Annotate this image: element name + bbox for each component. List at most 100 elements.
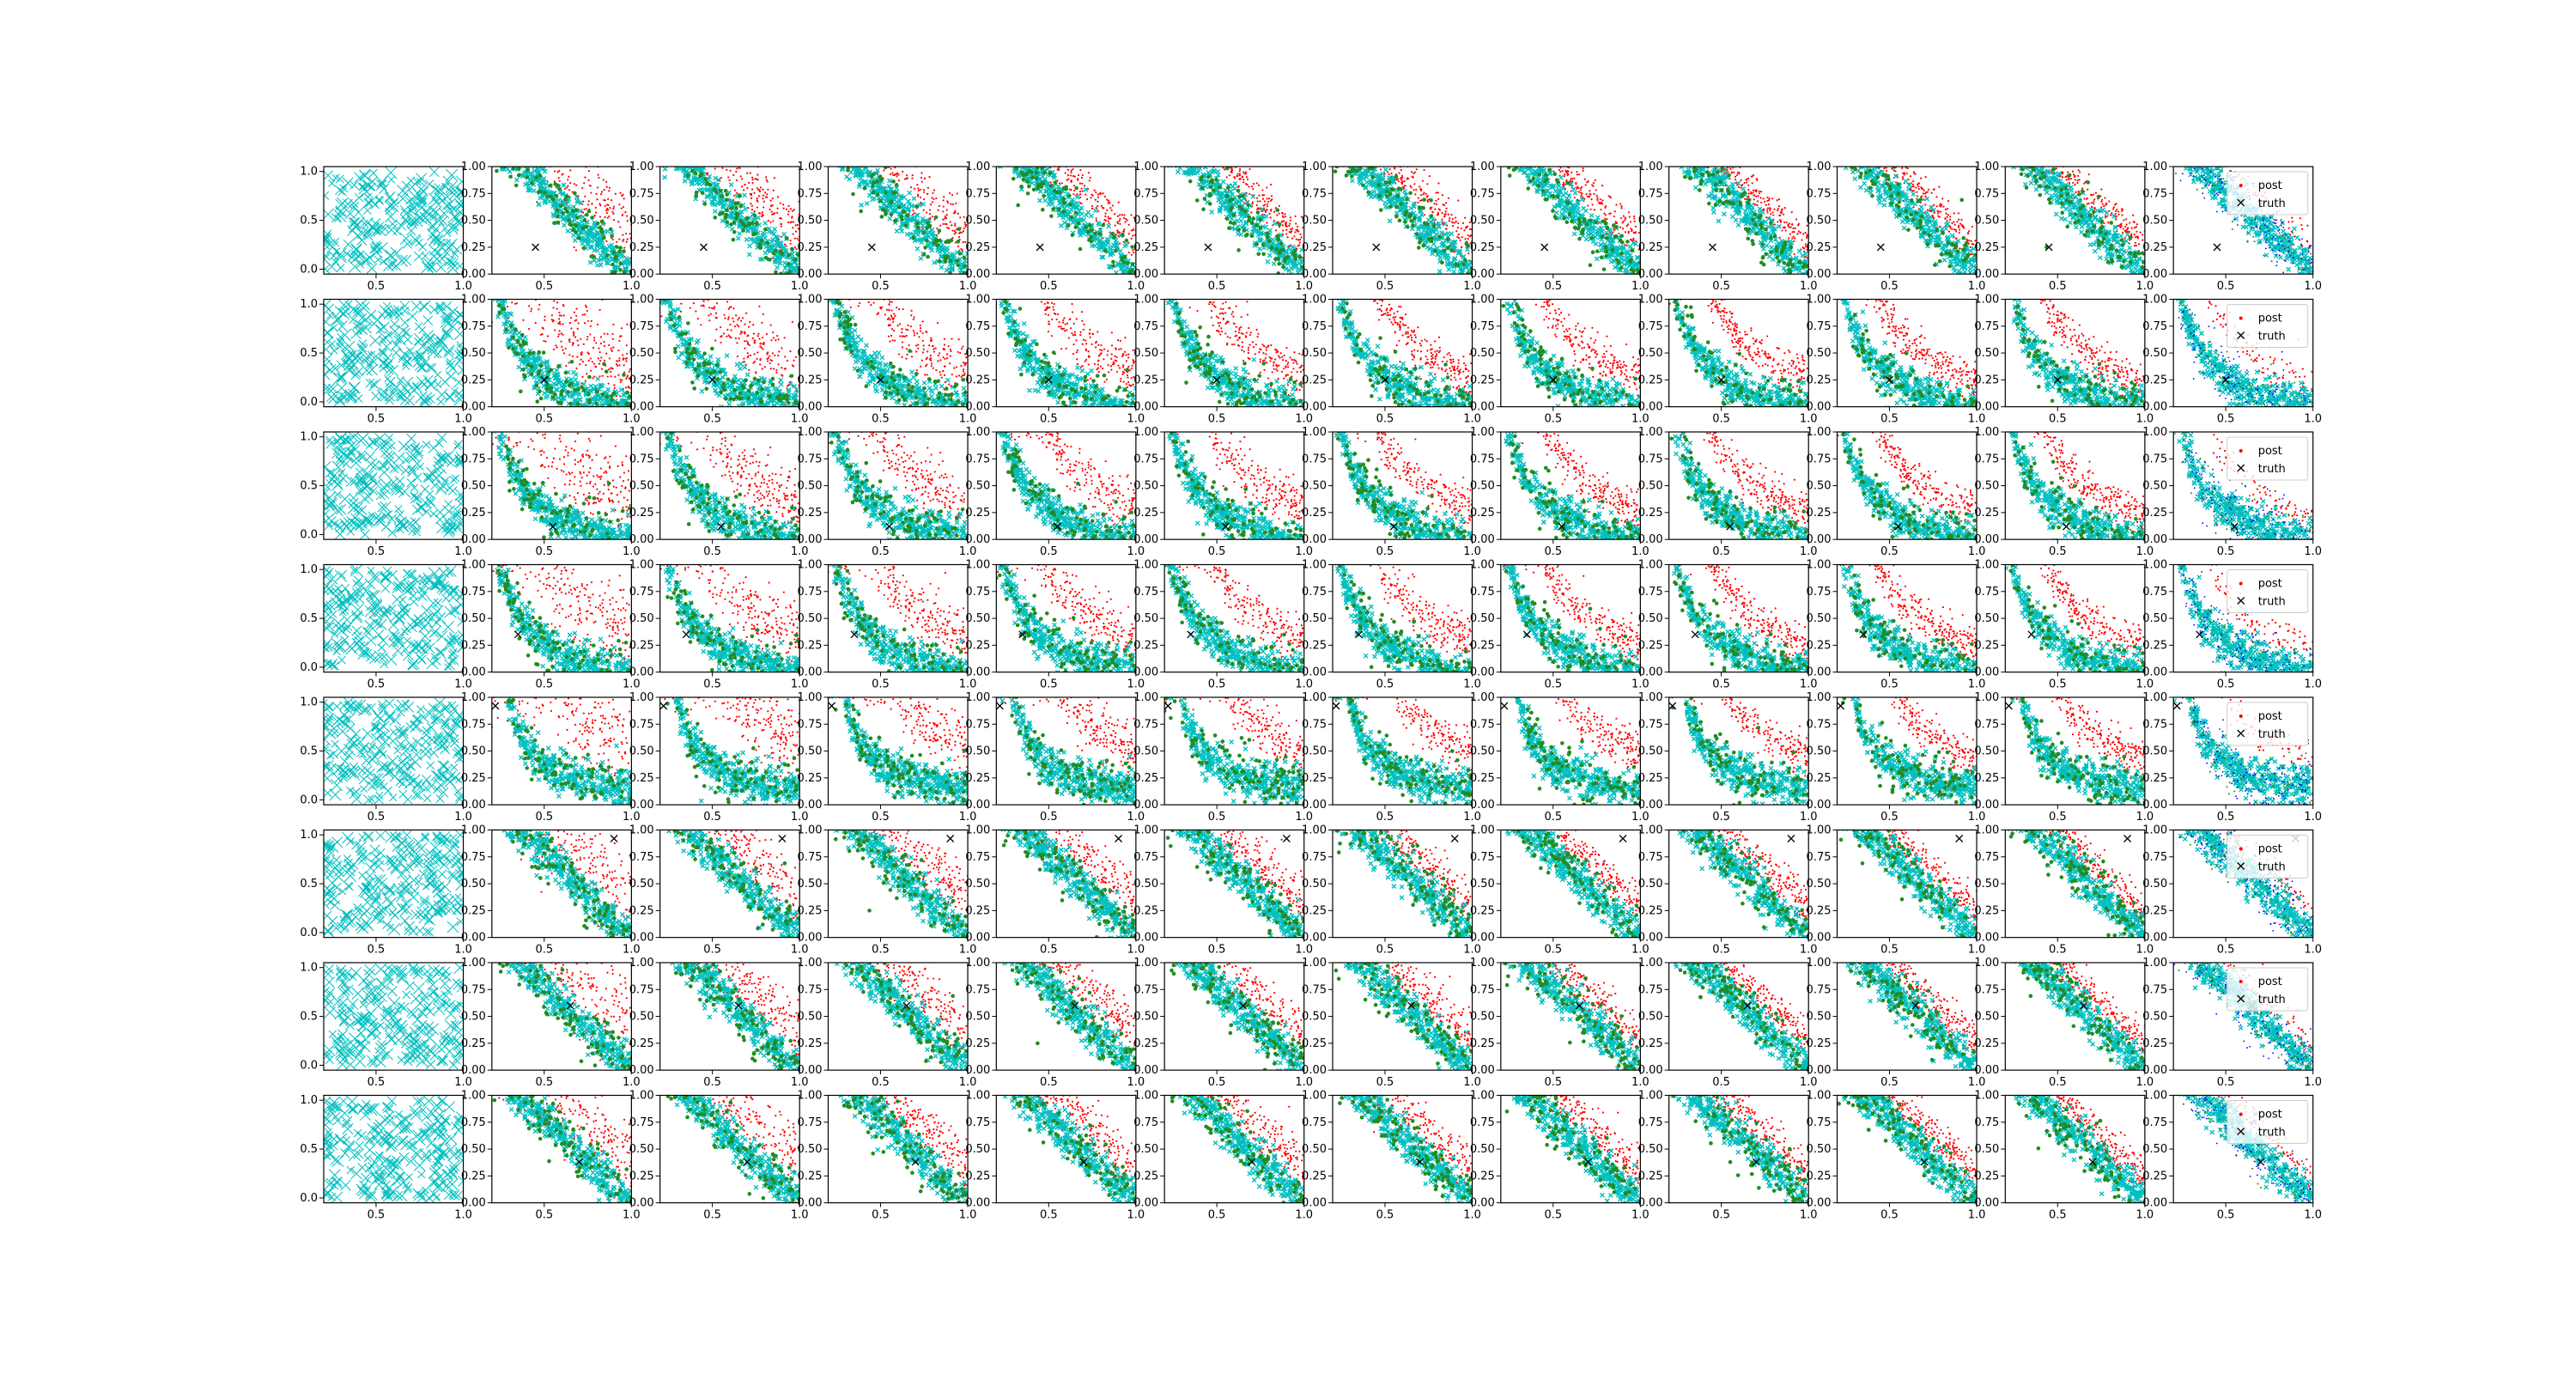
posterior-point [546,180,548,182]
posterior-point [506,48,507,50]
accepted-point [1293,257,1297,261]
sample-mark [496,145,501,149]
sample-mark [994,136,999,140]
sample-mark [848,161,852,165]
accepted-point [1111,232,1115,236]
accepted-point [933,241,937,246]
posterior-point [1457,222,1459,224]
accepted-point [1275,208,1279,212]
posterior-point [525,108,526,110]
sample-mark [1107,224,1111,228]
sample-mark [743,193,747,198]
sample-mark [995,136,999,140]
posterior-point [783,207,785,209]
sample-mark [1037,198,1042,203]
accepted-point [611,263,615,267]
accepted-point [600,220,605,224]
posterior-point [762,215,764,216]
posterior-point [510,106,512,108]
sample-mark [320,192,329,200]
posterior-point [831,110,833,112]
posterior-point [1042,145,1044,147]
posterior-point [553,143,555,144]
posterior-point [555,137,556,139]
posterior-point [1246,176,1248,178]
accepted-point [1035,176,1039,180]
accepted-point [785,236,789,240]
posterior-point [1443,204,1444,205]
y-tick-label: 0.50 [965,215,990,228]
accepted-point [1030,170,1034,174]
posterior-point [998,105,999,106]
posterior-point [1344,123,1346,125]
posterior-point [695,131,696,133]
accepted-point [501,152,506,156]
accepted-point [738,194,742,198]
posterior-point [555,125,556,126]
accepted-point [1237,195,1242,199]
sample-mark [400,214,411,225]
accepted-point [526,175,530,179]
sample-mark [516,162,520,167]
posterior-point [511,141,513,143]
sample-mark [1267,253,1272,258]
posterior-point [1178,127,1180,129]
posterior-point [500,106,501,108]
posterior-point [669,91,671,93]
posterior-point [701,152,702,154]
sample-mark [385,250,396,261]
posterior-point [1362,137,1364,138]
x-tick-label: 0.5 [368,280,386,293]
sample-mark [843,151,848,155]
posterior-point [1295,222,1297,224]
posterior-point [1290,220,1291,222]
sample-mark [843,153,848,157]
posterior-point [1207,132,1209,134]
sample-mark [834,135,838,139]
posterior-point [1203,131,1205,132]
sample-mark [671,148,675,152]
posterior-point [557,163,559,165]
sample-mark [592,258,597,263]
sample-mark [669,139,673,143]
posterior-point [532,154,534,155]
posterior-point [1394,161,1396,162]
posterior-point [1059,182,1060,184]
posterior-point [1078,141,1080,143]
posterior-point [1123,217,1125,219]
posterior-point [920,172,922,173]
posterior-point [1376,143,1377,144]
posterior-point [871,127,872,129]
accepted-point [574,208,579,212]
posterior-point [1249,193,1250,195]
posterior-point [932,201,933,203]
accepted-point [839,140,843,144]
posterior-point [1175,135,1176,137]
posterior-point [1381,162,1382,164]
posterior-point [727,143,729,144]
posterior-point [841,133,842,135]
sample-mark [1179,151,1183,155]
sample-mark [844,159,848,163]
posterior-point [1128,233,1130,234]
posterior-point [567,185,568,186]
accepted-point [1267,240,1272,244]
accepted-point [1170,135,1175,139]
posterior-point [758,195,760,197]
posterior-point [1355,133,1357,135]
sample-mark [835,137,840,141]
sample-mark [829,142,834,146]
posterior-point [532,144,534,146]
sample-mark [338,187,347,196]
posterior-point [1178,118,1180,119]
posterior-point [1273,211,1275,213]
posterior-point [674,82,676,84]
accepted-point [875,179,879,184]
accepted-point [495,137,500,141]
accepted-point [1236,228,1241,233]
posterior-point [781,225,782,227]
posterior-point [564,188,566,190]
accepted-point [835,144,839,149]
accepted-point [1121,233,1125,237]
posterior-point [556,143,558,144]
